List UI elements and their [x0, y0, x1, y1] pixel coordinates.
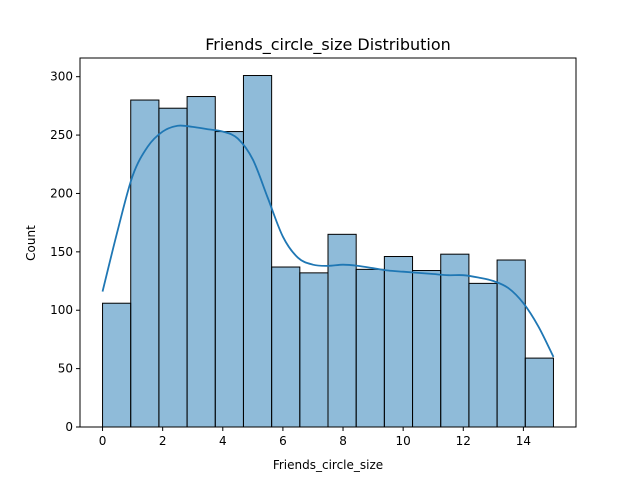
axes-frame — [79, 57, 577, 428]
histogram-bar — [355, 268, 385, 428]
y-tick-label: 0 — [65, 420, 73, 434]
x-axis-label: Friends_circle_size — [273, 458, 383, 472]
y-axis-ticks: 0 50 100 150 200 250 300 — [50, 70, 80, 434]
histogram-bar — [468, 282, 498, 428]
x-tick-label: 8 — [339, 434, 347, 448]
histogram-bar — [186, 96, 216, 428]
y-tick-label: 100 — [50, 303, 73, 317]
y-tick-label: 200 — [50, 186, 73, 200]
chart-title: Friends_circle_size Distribution — [205, 35, 451, 55]
histogram-bar — [242, 75, 273, 428]
histogram-bar — [327, 233, 357, 428]
kde-line — [101, 124, 555, 358]
x-tick-label: 4 — [219, 434, 227, 448]
x-tick-label: 0 — [99, 434, 107, 448]
histogram-bar — [271, 266, 301, 428]
x-tick-label: 2 — [159, 434, 167, 448]
y-axis-label: Count — [24, 225, 38, 261]
y-tick-label: 50 — [58, 362, 73, 376]
x-tick-label: 12 — [456, 434, 471, 448]
histogram-bar — [158, 107, 188, 428]
y-tick-label: 150 — [50, 245, 73, 259]
y-tick-label: 300 — [50, 70, 73, 84]
histogram-bar — [412, 270, 442, 428]
y-tick-label: 250 — [50, 128, 73, 142]
histogram-bar — [383, 256, 414, 428]
bars-group — [102, 75, 554, 428]
histogram-bar — [102, 302, 132, 428]
histogram-bar — [299, 272, 329, 428]
x-tick-label: 10 — [396, 434, 411, 448]
histogram-bar — [130, 99, 160, 428]
histogram-bar — [440, 253, 470, 428]
histogram-bar — [214, 131, 244, 428]
x-tick-label: 14 — [516, 434, 531, 448]
histogram-bar — [524, 357, 554, 428]
x-tick-label: 6 — [279, 434, 287, 448]
x-axis-ticks: 0 2 4 6 8 10 12 14 — [99, 427, 531, 448]
